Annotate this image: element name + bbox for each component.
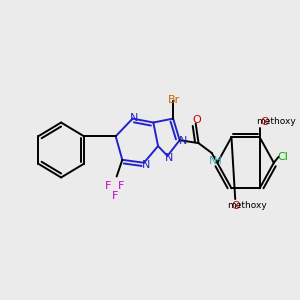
Text: O: O (232, 201, 241, 211)
Text: N: N (165, 153, 173, 163)
Text: N: N (179, 136, 188, 146)
Text: F: F (105, 181, 111, 191)
Text: O: O (192, 115, 201, 124)
Text: N: N (142, 160, 150, 170)
Text: methoxy: methoxy (228, 201, 267, 210)
Text: F: F (112, 191, 118, 201)
Text: O: O (260, 116, 269, 127)
Text: Br: Br (168, 95, 180, 105)
Text: H: H (214, 156, 222, 166)
Text: Cl: Cl (278, 152, 289, 162)
Text: N: N (208, 156, 217, 166)
Text: F: F (118, 181, 124, 191)
Text: methoxy: methoxy (256, 117, 296, 126)
Text: N: N (129, 112, 138, 123)
